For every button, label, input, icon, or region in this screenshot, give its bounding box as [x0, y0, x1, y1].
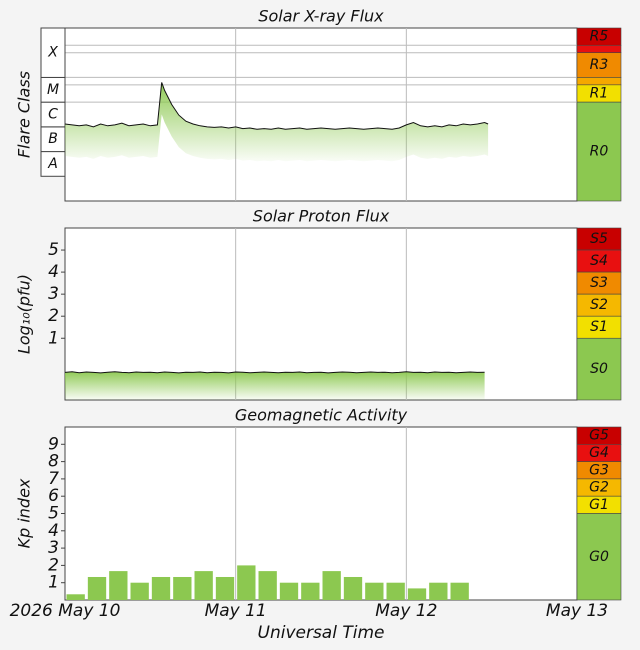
kp-bar [450, 582, 469, 600]
plot-area [64, 227, 578, 401]
scale-band-label: R3 [590, 57, 609, 73]
y-tick-label: 7 [48, 469, 59, 489]
y-tick-label: 8 [48, 452, 59, 472]
y-tick-label: 5 [48, 240, 59, 260]
kp-bar [343, 576, 363, 600]
x-tick-label: 2026 May 10 [10, 601, 121, 621]
plot-area [64, 426, 578, 601]
kp-bar [173, 576, 192, 600]
kp-bar [194, 571, 213, 600]
flare-class-label: C [48, 107, 58, 123]
scale-band [576, 44, 622, 54]
scale-band-label: S1 [590, 319, 608, 335]
y-tick-label: 9 [48, 434, 59, 454]
kp-bar [215, 576, 235, 600]
x-axis-label: Universal Time [258, 623, 385, 643]
scale-band-label: R1 [590, 86, 609, 102]
kp-bar [109, 571, 128, 600]
kp-bar [151, 576, 171, 600]
y-tick-label: 4 [48, 262, 59, 282]
y-tick-label: 1 [48, 328, 59, 348]
kp-bar [407, 588, 427, 600]
flare-class-box [40, 101, 66, 128]
scale-band-label: G2 [589, 480, 609, 496]
chart-title: Solar Proton Flux [253, 207, 390, 226]
y-axis-label: Kp index [15, 478, 34, 548]
flare-class-label: B [48, 131, 58, 147]
scale-band-label: R0 [590, 144, 609, 160]
kp-bar [258, 571, 277, 600]
scale-band [576, 513, 622, 601]
scale-band-label: G3 [589, 462, 609, 478]
kp-bar [365, 582, 384, 600]
y-tick-label: 2 [48, 306, 59, 326]
flux-area [65, 371, 485, 400]
chart-title: Solar X-ray Flux [258, 7, 384, 26]
flare-class-label: A [47, 156, 58, 172]
flare-class-box [40, 76, 66, 103]
x-tick-label: May 12 [375, 601, 437, 621]
scale-band [576, 77, 622, 86]
kp-bar [322, 571, 341, 600]
y-tick-label: 5 [48, 504, 59, 524]
flux-line [64, 371, 485, 374]
scale-band-label: G5 [589, 428, 609, 444]
y-tick-label: 1 [48, 573, 59, 593]
chart-title: Geomagnetic Activity [235, 406, 408, 425]
kp-bar [301, 582, 320, 600]
y-tick-label: 6 [48, 486, 59, 506]
kp-bar [130, 582, 149, 600]
scale-band-label: G4 [589, 445, 609, 461]
scale-band-label: S0 [590, 361, 608, 377]
kp-bar [429, 582, 448, 600]
x-tick-label: May 13 [546, 601, 608, 621]
y-axis-label: Log₁₀(pfu) [15, 274, 34, 354]
y-tick-label: 3 [48, 284, 59, 304]
scale-band-label: S4 [590, 253, 608, 269]
kp-bar [279, 582, 299, 600]
y-tick-label: 3 [48, 538, 59, 558]
flare-class-label: X [47, 45, 58, 61]
y-tick-label: 2 [48, 555, 59, 575]
scale-band [576, 101, 622, 202]
flare-class-label: M [47, 82, 59, 98]
plot-area [64, 27, 578, 202]
scale-band [576, 337, 622, 401]
kp-bar [386, 582, 405, 600]
kp-bar [66, 594, 85, 600]
kp-bar [87, 576, 107, 600]
x-tick-label: May 11 [205, 601, 267, 621]
scale-band-label: G0 [589, 549, 609, 565]
scale-band-label: S5 [590, 231, 608, 247]
flux-area [65, 82, 489, 162]
flux-line [64, 82, 489, 130]
scale-band-label: S3 [590, 275, 608, 291]
scale-band-label: S2 [590, 297, 608, 313]
scale-band-label: G1 [589, 497, 609, 513]
scale-band-label: R5 [590, 29, 609, 45]
flare-class-box [40, 126, 66, 153]
y-axis-label: Flare Class [15, 71, 34, 158]
y-tick-label: 4 [48, 521, 59, 541]
kp-bar [237, 565, 256, 600]
flare-class-box [40, 27, 66, 78]
flare-class-box [40, 151, 66, 177]
